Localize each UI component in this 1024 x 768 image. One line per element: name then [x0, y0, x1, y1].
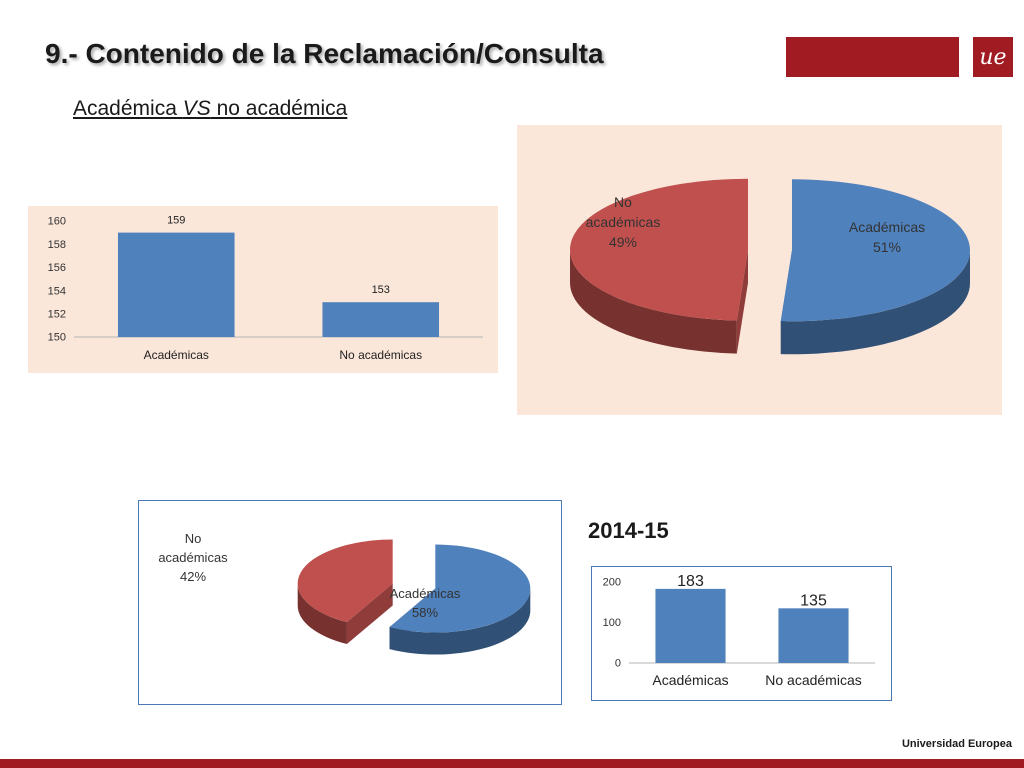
pie-label-line: 51% [873, 239, 901, 255]
footer-brand: Universidad Europea [901, 738, 1012, 750]
bar-chart-1: 150 152 154 156 158 160 159 Académicas 153 No aca… [48, 215, 483, 362]
slide-title: 9.- Contenido de la Reclamación/Consulta [45, 38, 604, 69]
bar-2 [778, 608, 849, 663]
y-tick-label: 152 [48, 308, 66, 320]
pie-chart-panel-1: Académicas 51% No académicas 49% [517, 125, 1002, 415]
pie-label-line: académicas [586, 214, 661, 230]
pie-slice-side [736, 249, 749, 354]
year-label: 2014-15 [588, 518, 669, 543]
data-label: 159 [167, 215, 185, 227]
subtitle-prefix: Académica [73, 97, 183, 120]
pie-label-line: No [614, 194, 632, 210]
subtitle-suffix: no académica [210, 97, 348, 120]
data-label: 153 [372, 284, 390, 296]
category-label: Académicas [652, 672, 728, 688]
category-label: No académicas [339, 348, 422, 362]
bar-chart-2: 0 100 200 183 Académicas 135 No académicas [603, 573, 875, 688]
pie-label: Académicas 58% [390, 586, 461, 620]
slide-subtitle: Académica VS no académica [73, 97, 347, 121]
pie-label: Académicas 51% [849, 219, 925, 255]
pie-slice-2 [570, 178, 749, 321]
pie-slice-edge [780, 250, 970, 355]
pie-label: No académicas 49% [586, 194, 661, 250]
pie-label-line: Académicas [849, 219, 925, 235]
pie-slice-edge [570, 249, 737, 354]
bar-chart-panel-1: 150 152 154 156 158 160 159 Académicas 153 No aca… [28, 206, 498, 373]
pie-label-line: 49% [609, 234, 637, 250]
pie-label-line: 42% [180, 569, 206, 584]
y-tick-label: 200 [603, 577, 621, 589]
pie-slice-1 [389, 544, 531, 633]
y-tick-label: 154 [48, 285, 66, 297]
pie-slice-side [346, 583, 393, 645]
ue-logo-icon: ue [973, 37, 1013, 77]
y-tick-label: 150 [48, 332, 66, 344]
y-tick-label: 160 [48, 216, 66, 228]
pie-label-line: académicas [158, 550, 228, 565]
bar-2 [322, 302, 440, 337]
bar-1 [117, 232, 235, 337]
y-tick-label: 156 [48, 262, 66, 274]
data-label: 183 [677, 573, 704, 590]
y-tick-label: 158 [48, 239, 66, 251]
pie-label: No académicas 42% [158, 531, 228, 584]
pie-chart-2: Académicas 58% No académicas 42% [158, 531, 531, 655]
bar-1 [655, 588, 726, 663]
footer-bar [0, 759, 1024, 768]
pie-label-line: No [185, 531, 202, 546]
subtitle-vs: VS [182, 97, 211, 120]
pie-slice-edge [389, 588, 531, 655]
pie-chart-panel-2: Académicas 58% No académicas 42% [138, 500, 562, 705]
category-label: Académicas [144, 348, 209, 362]
category-label: No académicas [765, 672, 862, 688]
pie-slice-2 [297, 539, 393, 623]
pie-label-line: Académicas [390, 586, 461, 601]
pie-chart-1: Académicas 51% No académicas 49% [570, 178, 970, 355]
y-tick-label: 0 [615, 658, 621, 670]
pie-slice-1 [780, 179, 970, 322]
y-tick-label: 100 [603, 617, 621, 629]
pie-label-line: 58% [412, 605, 438, 620]
brand-bar [786, 37, 959, 77]
pie-slice-edge [297, 583, 347, 645]
bar-chart-panel-2: 0 100 200 183 Académicas 135 No académicas [591, 566, 892, 701]
data-label: 135 [800, 592, 827, 609]
